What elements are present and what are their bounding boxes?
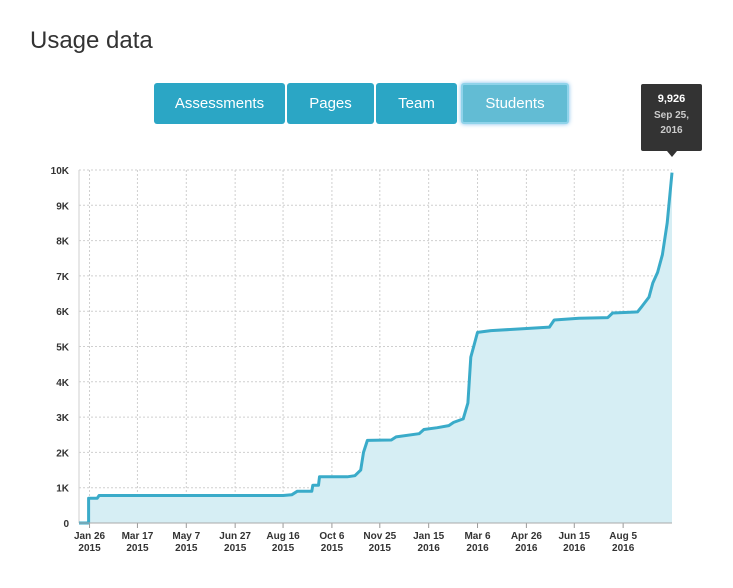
x-tick-label: Oct 6 [319, 531, 344, 542]
x-tick-year-label: 2015 [175, 543, 198, 554]
x-tick-label: Jan 15 [413, 531, 445, 542]
y-tick-label: 3K [56, 413, 70, 424]
y-tick-label: 4K [56, 378, 70, 389]
x-tick-year-label: 2016 [515, 543, 538, 554]
x-tick-label: Jun 15 [558, 531, 590, 542]
y-tick-label: 8K [56, 237, 70, 248]
y-tick-label: 0 [63, 519, 69, 530]
x-tick-label: Mar 17 [122, 531, 154, 542]
data-point-tooltip: 9,926 Sep 25, 2016 [641, 84, 702, 157]
tab-pages[interactable]: Pages [287, 83, 374, 124]
x-tick-label: Jan 26 [74, 531, 106, 542]
x-tick-year-label: 2016 [612, 543, 635, 554]
x-tick-year-label: 2015 [321, 543, 344, 554]
x-tick-year-label: 2015 [272, 543, 295, 554]
tooltip-date-line2: 2016 [660, 125, 683, 136]
series-line [79, 172, 674, 525]
tab-bar: Assessments Pages Team Students [154, 83, 569, 124]
tooltip-value: 9,926 [657, 93, 686, 105]
y-tick-label: 10K [51, 166, 70, 177]
chart-area-layer [78, 172, 674, 525]
x-tick-label: Aug 5 [609, 531, 637, 542]
x-tick-label: Apr 26 [511, 531, 543, 542]
x-tick-year-label: 2015 [78, 543, 101, 554]
x-tick-label: Aug 16 [266, 531, 300, 542]
x-tick-label: Mar 6 [464, 531, 491, 542]
x-tick-label: Jun 27 [219, 531, 251, 542]
x-tick-label: Nov 25 [363, 531, 396, 542]
y-tick-label: 1K [56, 484, 70, 495]
x-tick-year-label: 2015 [369, 543, 392, 554]
y-tick-label: 6K [56, 307, 70, 318]
y-tick-label: 7K [56, 272, 70, 283]
tab-assessments[interactable]: Assessments [154, 83, 285, 124]
x-tick-year-label: 2016 [563, 543, 586, 554]
y-tick-label: 2K [56, 448, 70, 459]
page-title: Usage data [30, 27, 153, 54]
x-tick-year-label: 2016 [418, 543, 441, 554]
series-area [79, 172, 672, 523]
x-tick-year-label: 2016 [466, 543, 489, 554]
tooltip-date: Sep 25, 2016 [648, 108, 696, 138]
y-tick-label: 9K [56, 201, 70, 212]
tooltip-date-line1: Sep 25, [653, 110, 690, 121]
tab-students[interactable]: Students [461, 83, 569, 124]
y-tick-label: 5K [56, 343, 70, 354]
tab-team[interactable]: Team [376, 83, 457, 124]
x-tick-year-label: 2015 [126, 543, 149, 554]
x-tick-year-label: 2015 [224, 543, 247, 554]
x-tick-label: May 7 [172, 531, 200, 542]
